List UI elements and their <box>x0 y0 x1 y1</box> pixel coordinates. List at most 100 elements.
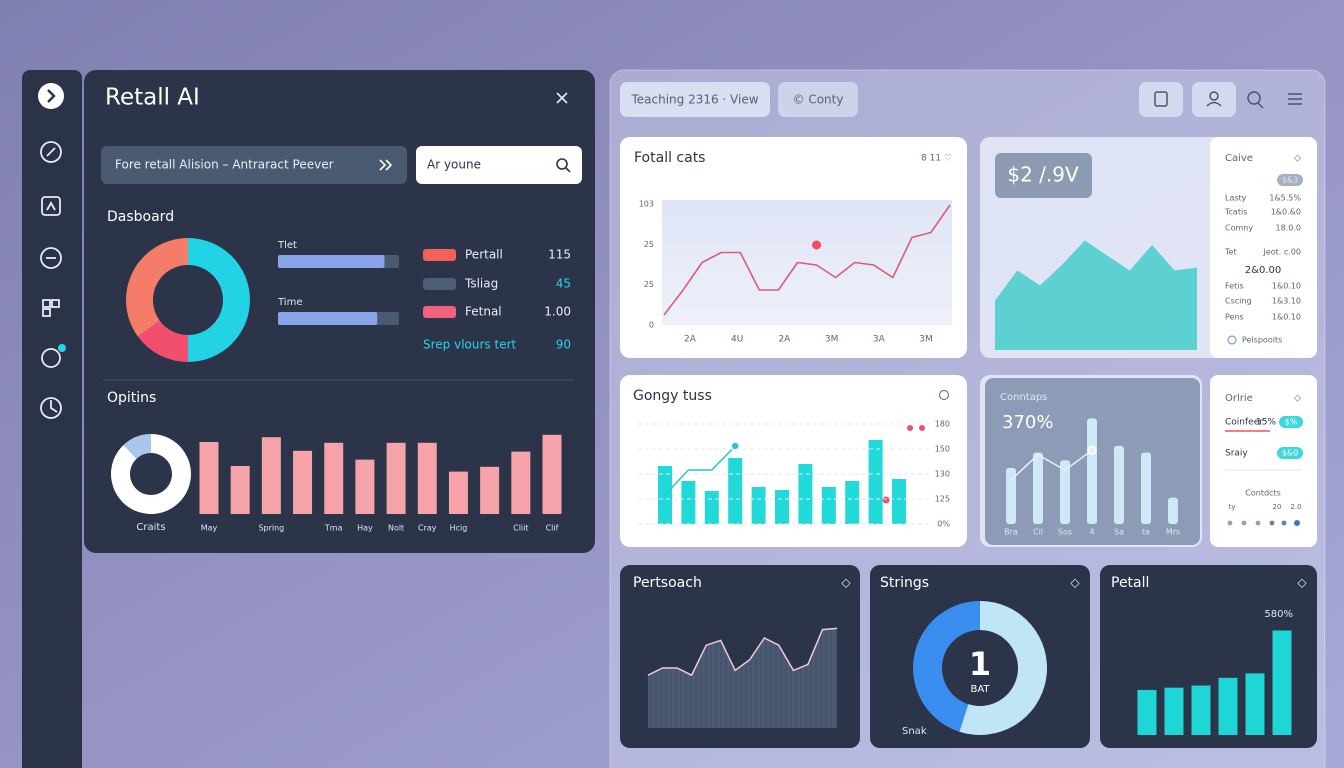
bar <box>386 442 406 514</box>
x-tick-label: May <box>201 524 218 533</box>
footer-value: ty <box>1229 503 1236 511</box>
bar <box>1218 677 1238 735</box>
x-tick-label: 4 <box>1089 528 1094 537</box>
footer-title: Contdcts <box>1245 489 1280 498</box>
footer-value: 20 <box>1273 503 1282 511</box>
row-value: 18.0.0 <box>1276 224 1301 233</box>
x-tick-label: 4U <box>731 335 743 345</box>
legend-value: 45 <box>556 277 571 291</box>
search-icon[interactable] <box>556 158 571 173</box>
side-card <box>1210 137 1317 358</box>
sidebar-icons[interactable] <box>38 83 64 419</box>
y-tick-label: 25 <box>644 280 654 289</box>
line <box>664 445 736 496</box>
donut-segment <box>188 238 250 362</box>
forward-icon[interactable] <box>379 159 393 171</box>
progress-label: Tlet <box>277 240 297 251</box>
footer-value: 2.0 <box>1290 503 1301 511</box>
bar <box>417 442 437 514</box>
badge-text: $&3 <box>1282 176 1298 185</box>
bar <box>798 464 813 524</box>
donut-segment <box>126 238 188 337</box>
row-value: 1&3.10 <box>1272 297 1301 306</box>
donut-segment <box>137 320 188 362</box>
tab[interactable] <box>620 82 770 117</box>
area <box>995 240 1197 350</box>
legend-value: 115 <box>548 248 571 262</box>
tab[interactable] <box>778 82 858 117</box>
card-corner: ◇ <box>1294 394 1301 404</box>
bar <box>511 451 531 514</box>
row-label: Coinfeer <box>1225 418 1263 428</box>
legend-value: 90 <box>556 338 571 352</box>
search-primary[interactable] <box>101 146 407 184</box>
x-tick-label: Bra <box>1004 528 1018 537</box>
bar <box>1006 467 1016 524</box>
bar <box>681 481 696 524</box>
search-secondary[interactable] <box>416 146 582 184</box>
x-tick-label: ta <box>1142 528 1150 537</box>
y-tick-label: 150 <box>935 445 950 454</box>
badge-text: $&0 <box>1282 449 1298 458</box>
x-tick-label: 2A <box>778 335 791 345</box>
donut-segment <box>123 434 151 459</box>
row-label: Comny <box>1225 224 1253 233</box>
bar <box>1087 418 1097 524</box>
footer-icon <box>1227 335 1237 345</box>
x-tick-label: Hcig <box>450 524 468 533</box>
line <box>1010 449 1093 481</box>
x-tick-label: 3M <box>919 335 933 345</box>
row-label: Lasty <box>1225 194 1247 203</box>
legend-label: Fetnal <box>465 305 502 319</box>
tab-label: Teaching 2316 · View <box>630 93 758 107</box>
y-tick-label: 180 <box>935 420 950 429</box>
bar <box>261 437 281 514</box>
card-title: Petall <box>1111 575 1149 591</box>
bar <box>1060 460 1070 524</box>
bar <box>542 434 562 514</box>
plot-bg <box>662 200 952 325</box>
donut-segment <box>913 601 980 732</box>
card-title: Caive <box>1225 153 1253 164</box>
legend-swatch <box>423 278 456 290</box>
bar <box>1168 497 1178 524</box>
card-title: Conntaps <box>1000 392 1047 403</box>
pager-dots[interactable] <box>1227 520 1300 526</box>
x-tick-label: Cray <box>418 524 437 533</box>
legend-label: Srep vlours tert <box>423 338 517 352</box>
x-tick-label: 3M <box>825 335 839 345</box>
card-title: Fotall cats <box>634 150 705 166</box>
bar <box>892 479 906 524</box>
donut-center: 1 <box>969 645 991 683</box>
badge <box>1279 416 1303 428</box>
x-tick-label: Mrs <box>1166 528 1180 537</box>
panel-title: Retall AI <box>105 85 200 111</box>
bar <box>845 481 860 524</box>
toolbar[interactable] <box>1139 82 1302 117</box>
notification-dot <box>58 344 66 352</box>
mask <box>648 588 837 676</box>
section-heading: Opitins <box>107 390 156 406</box>
row-label: Pens <box>1225 313 1244 322</box>
card-title: Strings <box>880 575 929 591</box>
badge-text: $2 /.9V <box>1007 163 1079 187</box>
search-secondary-text: Ar youne <box>427 158 481 172</box>
tab-label: © Conty <box>793 93 844 107</box>
close-button[interactable] <box>556 92 568 104</box>
y-tick-label: 0% <box>937 520 950 529</box>
footnote: Snak <box>902 726 927 737</box>
card-corner: ◇ <box>1297 576 1307 590</box>
highlight-point <box>812 240 822 250</box>
badge-text: $% <box>1285 418 1298 427</box>
footer-text: Pelspooits <box>1242 336 1282 345</box>
bar <box>1245 673 1265 735</box>
bar <box>448 471 468 514</box>
bar <box>230 466 250 514</box>
x-tick-label: Cil <box>1033 528 1043 537</box>
card-icon[interactable] <box>939 390 949 400</box>
badge <box>1277 174 1303 186</box>
sidebar <box>22 70 82 768</box>
donut-segment <box>959 600 1048 735</box>
row-label: Cscing <box>1225 297 1252 306</box>
total: 2&0.00 <box>1245 265 1281 276</box>
